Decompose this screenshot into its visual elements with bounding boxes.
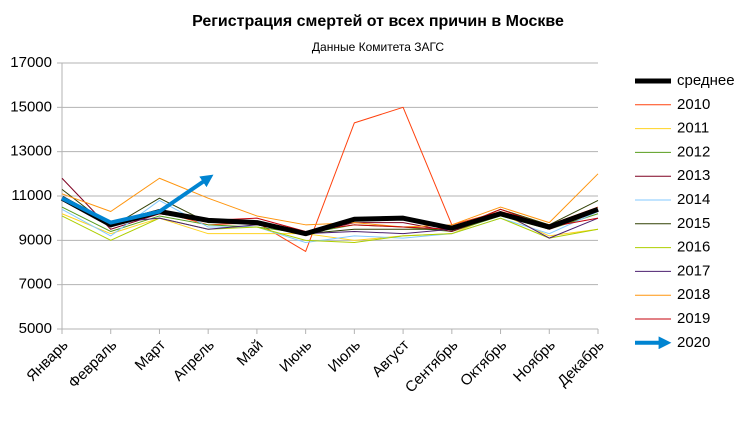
legend-label: 2016 <box>677 239 710 256</box>
legend-label: 2010 <box>677 96 710 113</box>
chart-subtitle: Данные Комитета ЗАГС <box>312 40 445 54</box>
y-tick-label: 9000 <box>19 231 52 248</box>
x-tick-label: Январь <box>23 336 72 385</box>
legend-label: 2015 <box>677 215 710 232</box>
legend-label: 2011 <box>677 120 709 137</box>
series-line <box>61 215 599 244</box>
legend-label: 2020 <box>677 334 710 351</box>
x-tick-label: Ноябрь <box>510 336 559 385</box>
series-line <box>61 106 599 252</box>
legend-label: среднее <box>677 72 735 89</box>
x-tick-label: Октябрь <box>457 336 510 389</box>
y-tick-label: 17000 <box>10 54 52 71</box>
x-tick-label: Июль <box>325 336 364 375</box>
x-tick-label: Май <box>234 337 267 370</box>
legend-label: 2017 <box>677 262 710 279</box>
x-tick-label: Март <box>132 337 169 374</box>
legend-label: 2013 <box>677 167 710 184</box>
x-tick-label: Сентябрь <box>402 336 462 396</box>
y-tick-label: 15000 <box>10 98 52 115</box>
x-tick-label: Февраль <box>65 336 120 391</box>
y-tick-label: 11000 <box>11 187 52 204</box>
x-tick-label: Август <box>369 337 413 381</box>
legend-label: 2014 <box>677 191 710 208</box>
series-line <box>61 173 599 228</box>
chart-title: Регистрация смертей от всех причин в Мос… <box>192 13 564 30</box>
y-tick-label: 13000 <box>10 143 52 160</box>
y-tick-label: 7000 <box>19 276 52 293</box>
series-line <box>61 174 214 225</box>
x-tick-label: Апрель <box>170 336 218 384</box>
legend-label: 2018 <box>677 286 710 303</box>
legend-label: 2019 <box>677 310 710 327</box>
series-line <box>61 199 599 244</box>
legend-label: 2012 <box>677 143 710 160</box>
x-tick-label: Декабрь <box>554 336 608 390</box>
y-tick-label: 5000 <box>19 320 52 337</box>
x-tick-label: Июнь <box>276 336 315 375</box>
